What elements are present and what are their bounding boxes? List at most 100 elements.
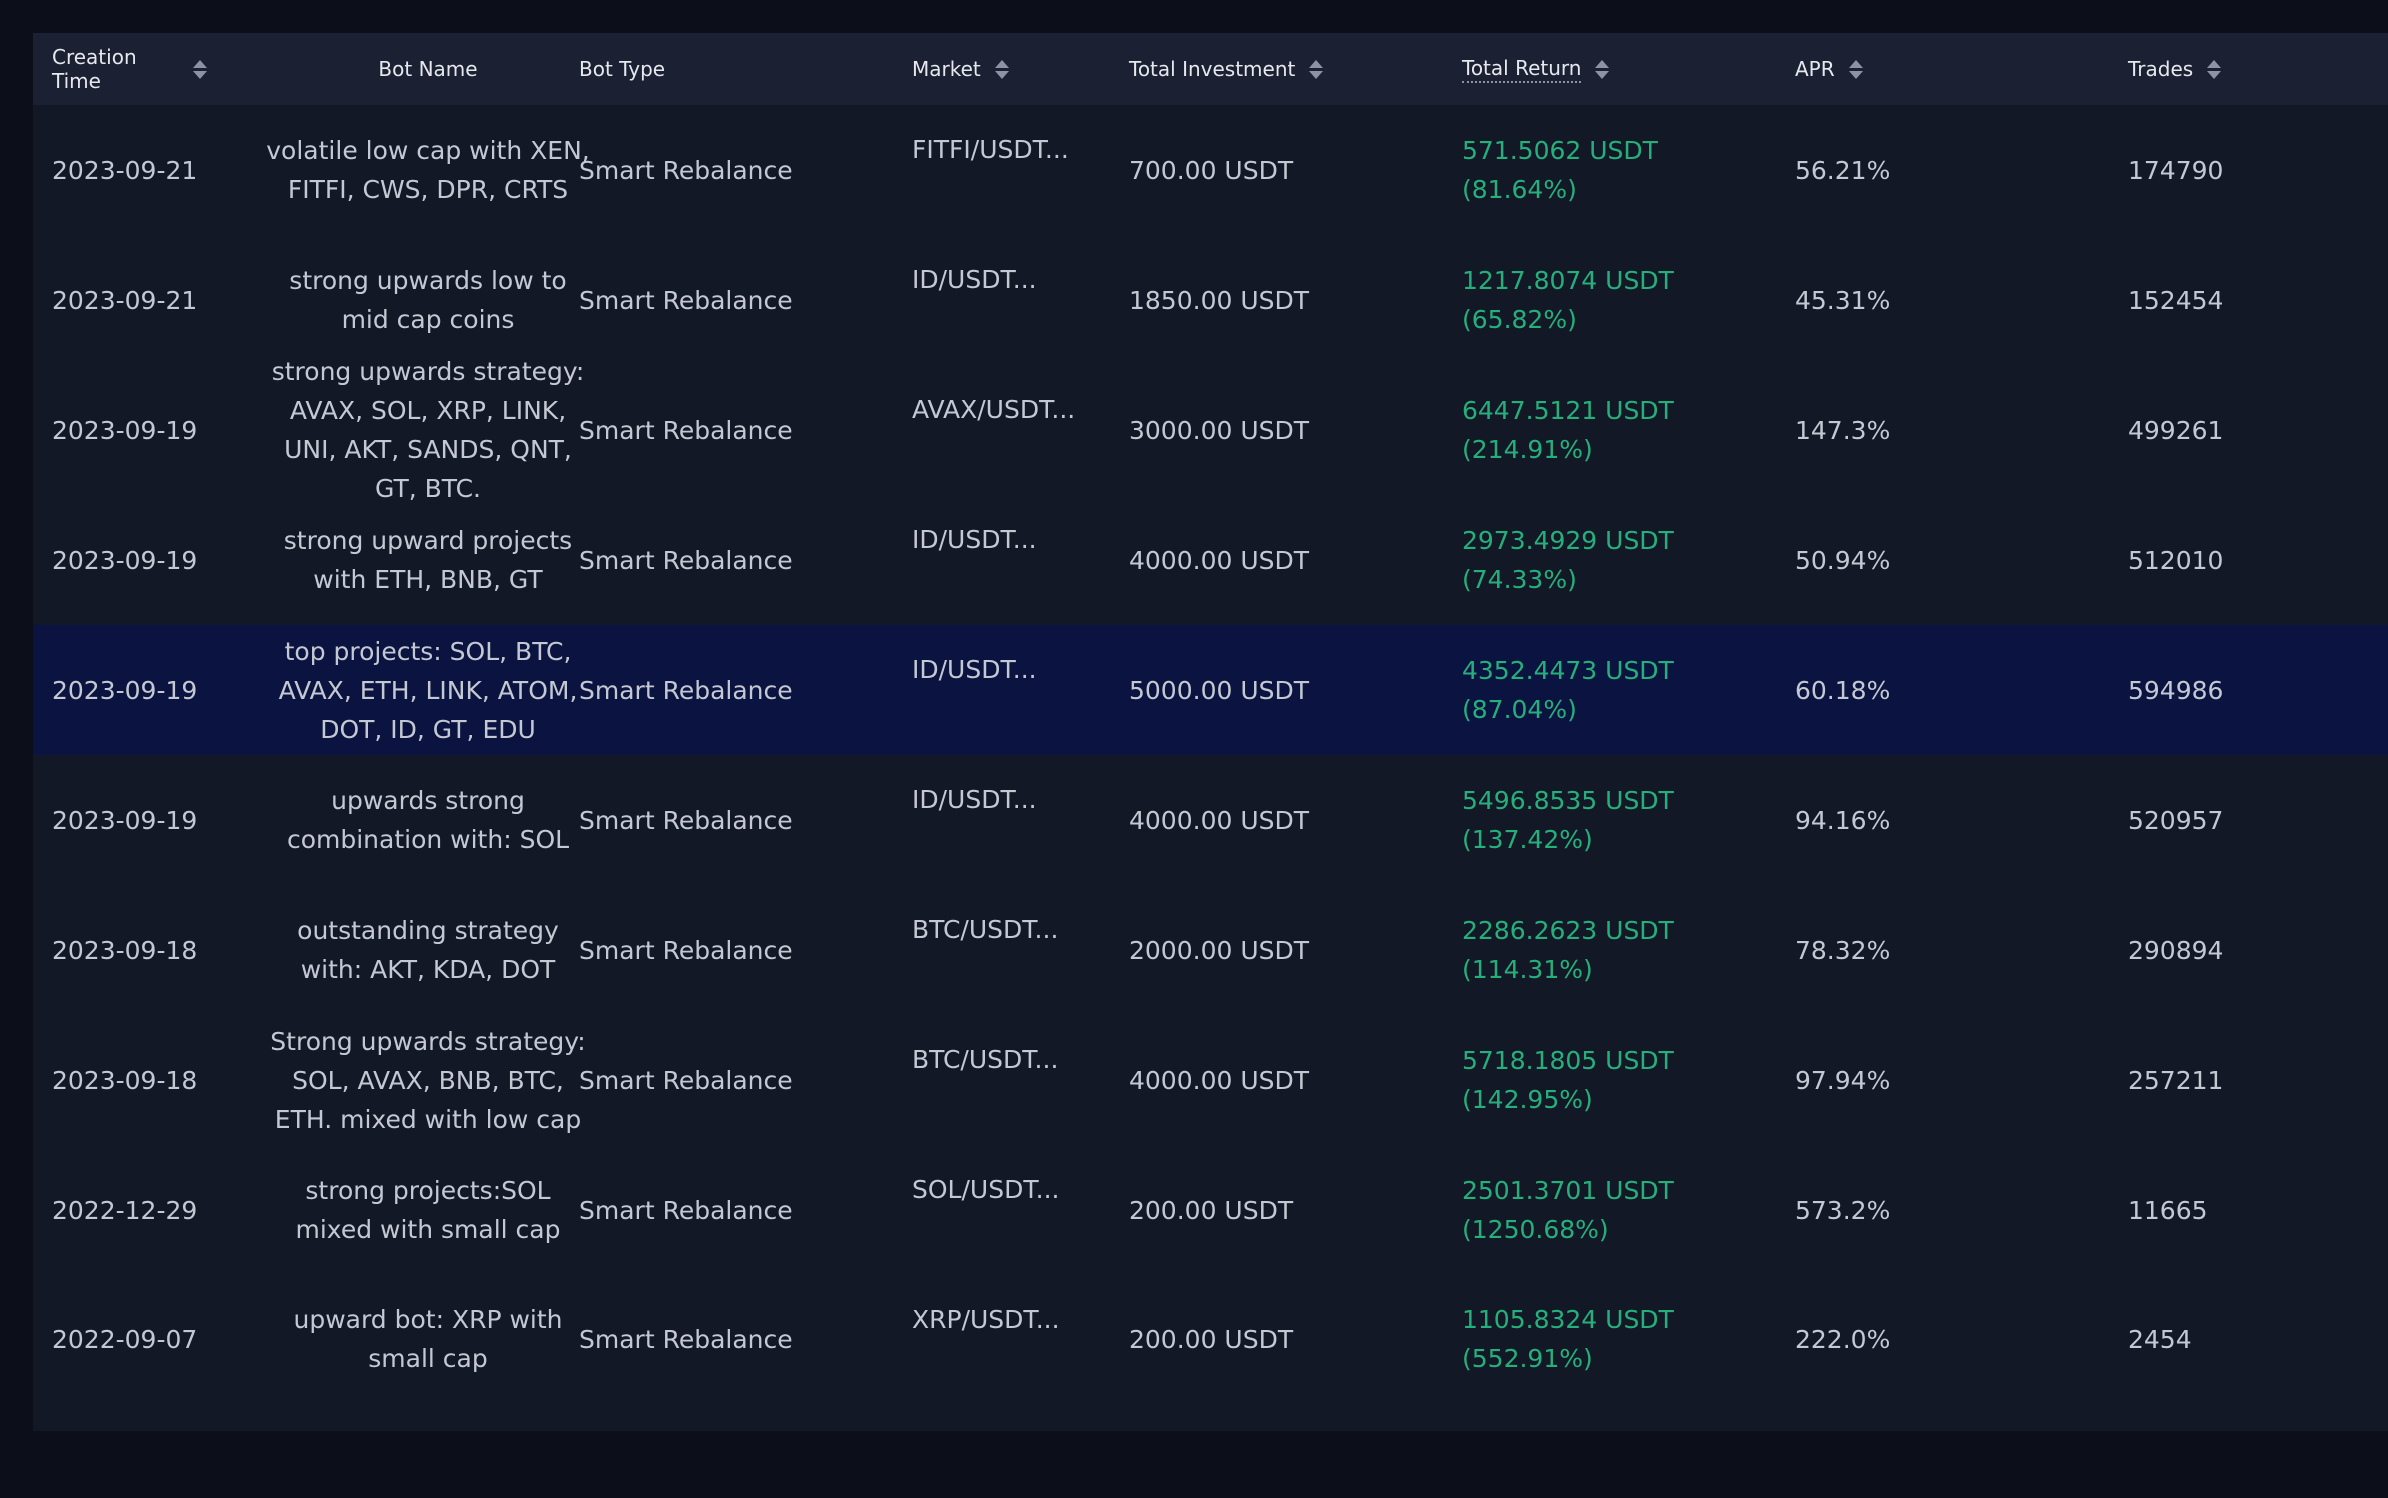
bot-name-cell: upward bot: XRP with small cap [243, 1275, 613, 1403]
apr-cell: 45.31% [1795, 285, 1891, 315]
market-cell[interactable]: FITFI/USDT... [912, 135, 1069, 164]
sort-icon[interactable] [192, 59, 207, 79]
apr-cell: 97.94% [1795, 1065, 1891, 1095]
bot-name-line: mid cap coins [341, 305, 515, 334]
market-cell[interactable]: ID/USDT... [912, 655, 1037, 684]
bot-name-line: outstanding strategy [297, 916, 559, 945]
total-return-label[interactable]: Total Return [1462, 56, 1582, 83]
market-cell[interactable]: SOL/USDT... [912, 1175, 1060, 1204]
total-return-cell: 1105.8324 USDT (552.91%) [1462, 1275, 1782, 1403]
table-row[interactable]: 2023-09-19 strong upward projects with ETH… [33, 495, 2388, 625]
bot-name-cell: strong projects:SOL mixed with small cap [243, 1145, 613, 1275]
bot-type-cell: Smart Rebalance [579, 415, 793, 445]
total-return-cell: 5496.8535 USDT (137.42%) [1462, 755, 1782, 885]
bot-name-text: strong upwards strategy: AVAX, SOL, XRP, … [272, 352, 585, 508]
total-return-cell: 1217.8074 USDT (65.82%) [1462, 235, 1782, 365]
bot-name-line: UNI, AKT, SANDS, QNT, [284, 435, 572, 464]
total-investment-cell: 200.00 USDT [1129, 1195, 1294, 1225]
market-cell[interactable]: ID/USDT... [912, 525, 1037, 554]
bot-name-cell: strong upwards strategy: AVAX, SOL, XRP, … [243, 357, 613, 503]
column-header-bot-type: Bot Type [579, 33, 879, 105]
return-amount: 5496.8535 USDT [1462, 786, 1674, 815]
trades-label: Trades [2128, 57, 2194, 81]
return-amount: 4352.4473 USDT [1462, 656, 1674, 685]
trades-cell: 152454 [2128, 285, 2224, 315]
bot-name-cell: volatile low cap with XEN, FITFI, CWS, DP… [243, 105, 613, 235]
table-row[interactable]: 2022-12-29 strong projects:SOL mixed with … [33, 1145, 2388, 1275]
bot-name-line: top projects: SOL, BTC, [284, 636, 572, 666]
return-amount: 2501.3701 USDT [1462, 1176, 1674, 1205]
table-row[interactable]: 2023-09-19 top projects: SOL, BTC, AVAX, E… [33, 625, 2388, 755]
trades-cell: 520957 [2128, 805, 2224, 835]
bot-type-cell: Smart Rebalance [579, 1065, 793, 1095]
bot-name-text: strong projects:SOL mixed with small cap [296, 1171, 561, 1249]
trades-cell: 512010 [2128, 545, 2224, 575]
apr-cell: 60.18% [1795, 675, 1891, 705]
bot-type-cell: Smart Rebalance [579, 1324, 793, 1354]
creation-time-cell: 2022-12-29 [52, 1195, 198, 1225]
column-header-apr[interactable]: APR [1795, 33, 2095, 105]
column-header-trades[interactable]: Trades [2128, 33, 2378, 105]
table-row[interactable]: 2023-09-21 strong upwards low to mid cap c… [33, 235, 2388, 365]
total-investment-cell: 5000.00 USDT [1129, 675, 1310, 705]
table-row[interactable]: 2023-09-19 upwards strong combination with… [33, 755, 2388, 885]
sort-icon[interactable] [1595, 59, 1610, 79]
bot-name-cell: top projects: SOL, BTC, AVAX, ETH, LINK, … [243, 625, 613, 755]
return-percent: (74.33%) [1462, 565, 1577, 594]
market-cell[interactable]: ID/USDT... [912, 265, 1037, 294]
market-cell[interactable]: ID/USDT... [912, 785, 1037, 814]
bot-name-line: strong upward projects [283, 526, 573, 555]
bot-name-line: AVAX, SOL, XRP, LINK, [289, 396, 567, 425]
creation-time-cell: 2023-09-19 [52, 805, 198, 835]
trades-cell: 290894 [2128, 935, 2224, 965]
total-return-cell: 2501.3701 USDT (1250.68%) [1462, 1145, 1782, 1275]
bot-name-line: with: AKT, KDA, DOT [300, 955, 556, 984]
bot-name-line: Strong upwards strategy: [270, 1026, 586, 1056]
creation-time-cell: 2022-09-07 [52, 1324, 198, 1354]
market-cell[interactable]: XRP/USDT... [912, 1305, 1060, 1334]
market-cell[interactable]: BTC/USDT... [912, 1045, 1059, 1074]
total-return-cell: 6447.5121 USDT (214.91%) [1462, 365, 1782, 495]
table-row[interactable]: 2023-09-18 outstanding strategy with: AKT,… [33, 885, 2388, 1015]
sort-icon[interactable] [1309, 59, 1324, 79]
column-header-total-return[interactable]: Total Return [1462, 33, 1782, 105]
table-row[interactable]: 2023-09-18 Strong upwards strategy: SOL, A… [33, 1015, 2388, 1145]
bot-name-text: outstanding strategy with: AKT, KDA, DOT [297, 911, 559, 989]
bot-name-line: ETH. mixed with low cap [274, 1104, 582, 1134]
bot-name-line: SOL, AVAX, BNB, BTC, [292, 1065, 564, 1095]
table-row[interactable]: 2022-09-07 upward bot: XRP with small cap S… [33, 1275, 2388, 1403]
bots-table: Creation Time Bot Name Bot Type Market T… [33, 33, 2388, 1431]
apr-cell: 222.0% [1795, 1324, 1891, 1354]
apr-cell: 78.32% [1795, 935, 1891, 965]
bot-name-line: upward bot: XRP with [293, 1305, 563, 1334]
column-header-total-investment[interactable]: Total Investment [1129, 33, 1449, 105]
total-investment-cell: 200.00 USDT [1129, 1324, 1294, 1354]
bot-name-cell: outstanding strategy with: AKT, KDA, DOT [243, 885, 613, 1015]
market-cell[interactable]: BTC/USDT... [912, 915, 1059, 944]
bot-name-text: upwards strong combination with: SOL [287, 781, 569, 859]
total-return-cell: 2973.4929 USDT (74.33%) [1462, 495, 1782, 625]
total-return-cell: 571.5062 USDT (81.64%) [1462, 105, 1782, 235]
column-header-market[interactable]: Market [912, 33, 1132, 105]
bot-name-line: strong upwards strategy: [271, 357, 585, 386]
apr-cell: 147.3% [1795, 415, 1891, 445]
column-header-creation-time[interactable]: Creation Time [52, 33, 222, 105]
sort-icon[interactable] [1848, 59, 1863, 79]
return-percent: (114.31%) [1462, 955, 1593, 984]
market-cell[interactable]: AVAX/USDT... [912, 395, 1076, 424]
table-header: Creation Time Bot Name Bot Type Market T… [33, 33, 2388, 105]
sort-icon[interactable] [2207, 59, 2222, 79]
table-row[interactable]: 2023-09-19 strong upwards strategy: AVAX, … [33, 357, 2388, 503]
apr-cell: 56.21% [1795, 155, 1891, 185]
sort-icon[interactable] [994, 59, 1009, 79]
bot-name-text: strong upwards low to mid cap coins [289, 261, 566, 339]
trades-cell: 11665 [2128, 1195, 2208, 1225]
table-row[interactable]: 2023-09-21 volatile low cap with XEN, FITF… [33, 105, 2388, 235]
apr-cell: 50.94% [1795, 545, 1891, 575]
creation-time-label: Creation Time [52, 45, 137, 93]
bot-name-line: volatile low cap with XEN, [266, 136, 590, 165]
total-investment-cell: 4000.00 USDT [1129, 805, 1310, 835]
creation-time-cell: 2023-09-18 [52, 935, 198, 965]
return-amount: 1217.8074 USDT [1462, 266, 1674, 295]
creation-time-label-line1: Creation [52, 45, 137, 69]
